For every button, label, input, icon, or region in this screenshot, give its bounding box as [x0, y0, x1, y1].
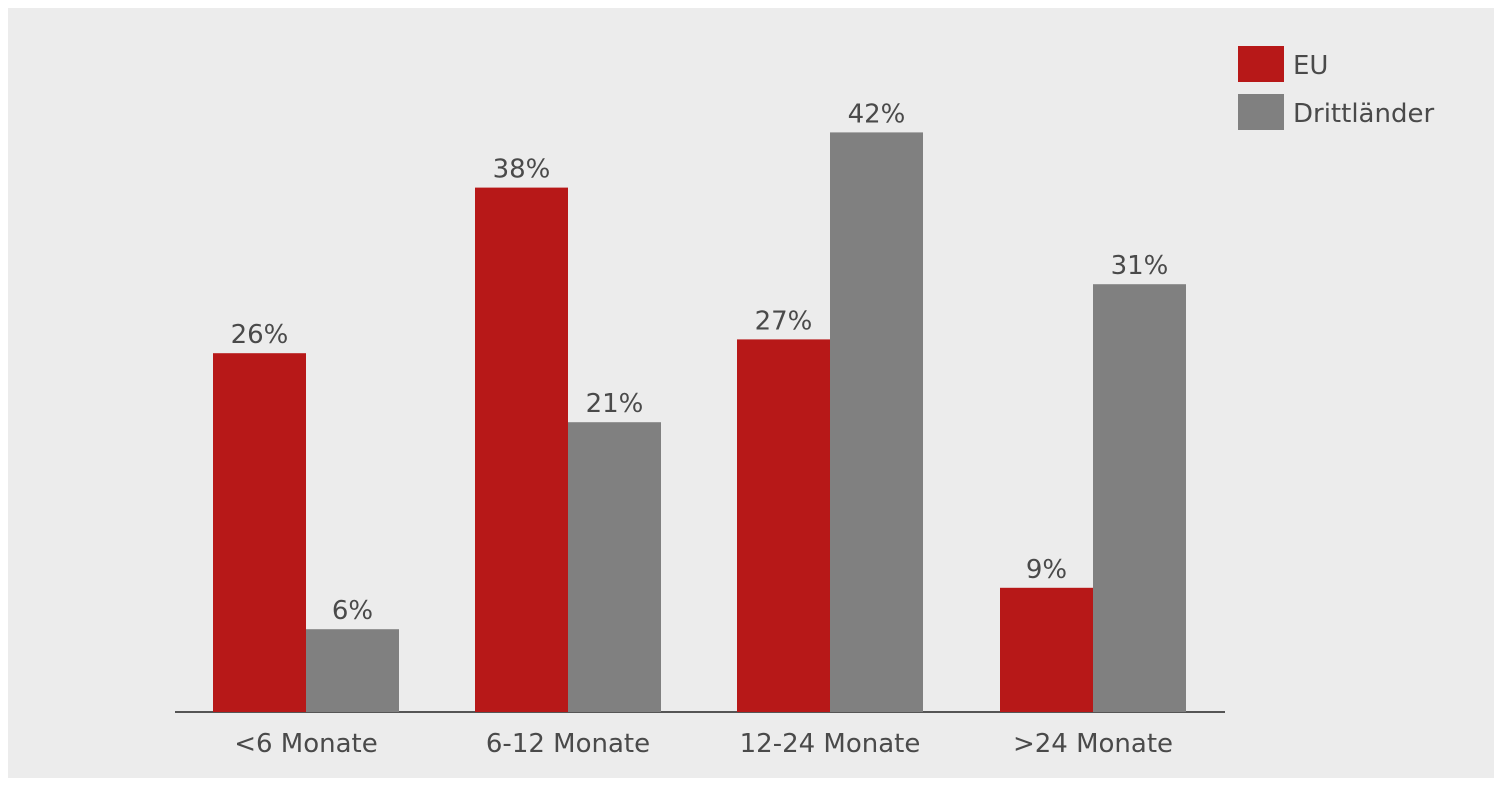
value-label-eu-3: 27%: [755, 306, 813, 336]
bar-eu-3: [737, 339, 830, 712]
legend: EU Drittländer: [1238, 46, 1434, 130]
category-label-4: >24 Monate: [1013, 729, 1173, 759]
category-label-3: 12-24 Monate: [740, 729, 921, 759]
value-label-drittl-nder-1: 6%: [332, 596, 373, 626]
legend-label-drittl-nder: Drittländer: [1293, 99, 1434, 129]
bar-eu-4: [1000, 587, 1093, 712]
bar-drittl-nder-4: [1093, 284, 1186, 712]
value-label-drittl-nder-4: 31%: [1111, 251, 1169, 281]
value-label-drittl-nder-2: 21%: [586, 389, 644, 419]
value-label-eu-2: 38%: [493, 155, 551, 185]
bar-drittl-nder-3: [830, 132, 923, 712]
value-label-eu-4: 9%: [1026, 555, 1067, 585]
bar-eu-2: [475, 187, 568, 713]
value-label-eu-1: 26%: [231, 320, 289, 350]
category-label-1: <6 Monate: [234, 729, 378, 759]
legend-swatch-eu: [1238, 46, 1284, 82]
value-label-drittl-nder-3: 42%: [848, 99, 906, 129]
bar-eu-1: [213, 353, 306, 712]
legend-label-eu: EU: [1293, 51, 1328, 81]
category-label-2: 6-12 Monate: [486, 729, 650, 759]
bar-drittl-nder-2: [568, 422, 661, 712]
bar-drittl-nder-1: [306, 629, 399, 712]
bars-group: [213, 132, 1186, 713]
legend-swatch-drittl-nder: [1238, 94, 1284, 130]
category-labels-group: <6 Monate 6-12 Monate 12-24 Monate >24 Mona…: [234, 729, 1173, 759]
value-labels-group: 26% 6% 38% 21% 27% 42% 9% 31%: [231, 99, 1169, 626]
